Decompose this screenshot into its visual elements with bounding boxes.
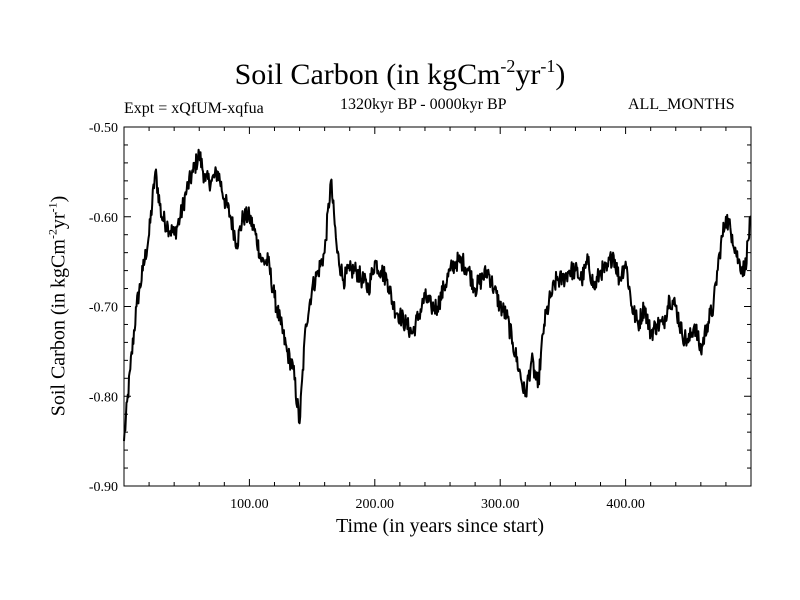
y-tick-label: -0.60 xyxy=(89,211,118,226)
chart-title: Soil Carbon (in kgCm-2yr-1) xyxy=(234,56,566,91)
months-label: ALL_MONTHS xyxy=(628,96,735,113)
y-tick-label: -0.70 xyxy=(89,301,118,316)
experiment-label: Expt = xQfUM-xqfua xyxy=(124,100,264,117)
period-label: 1320kyr BP - 0000kyr BP xyxy=(340,96,507,113)
y-tick-label: -0.50 xyxy=(89,121,118,136)
x-tick-label: 100.00 xyxy=(230,497,269,512)
y-tick-label: -0.90 xyxy=(89,480,118,495)
x-tick-label: 200.00 xyxy=(356,497,395,512)
x-tick-label: 400.00 xyxy=(606,497,645,512)
y-tick-label: -0.80 xyxy=(89,390,118,405)
x-tick-label: 300.00 xyxy=(481,497,520,512)
x-axis-label: Time (in years since start) xyxy=(335,515,545,537)
axes: 100.00 200.00 300.00 400.00 -0.90 -0.80 -0.70 -… xyxy=(89,121,751,512)
series-line-soil-carbon xyxy=(123,148,752,442)
